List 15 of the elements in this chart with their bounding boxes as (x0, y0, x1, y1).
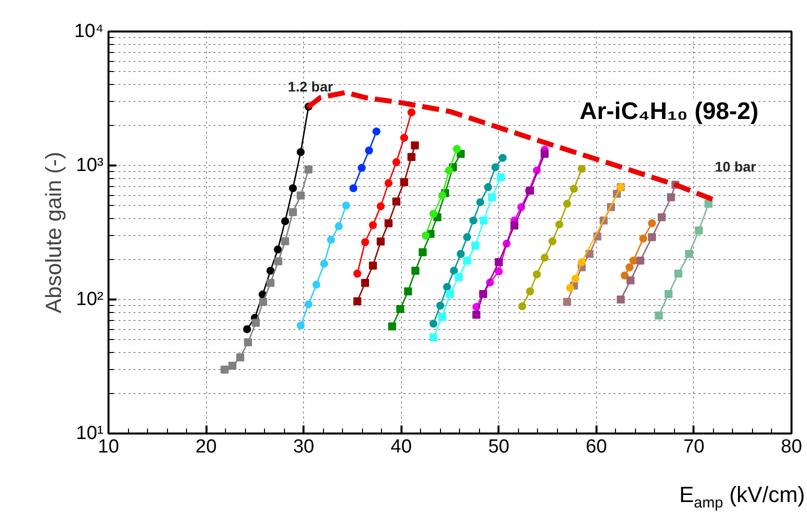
x-tick-label: 80 (780, 436, 802, 458)
x-tick-label: 60 (586, 436, 607, 458)
x-tick-label: 40 (390, 436, 412, 458)
y-tick-label: 10² (76, 289, 104, 310)
y-tick-label: 10⁴ (74, 21, 104, 42)
y-tick-label: 10³ (76, 155, 104, 176)
x-tick-label: 30 (293, 436, 314, 458)
x-tick-label: 70 (683, 436, 704, 458)
annotation: 10 bar (714, 158, 757, 174)
annotation: Ar-iC₄H₁₀ (98-2) (580, 98, 759, 125)
annotation: 1.2 bar (288, 78, 334, 94)
x-tick-label: 20 (196, 436, 217, 458)
y-axis-title: Absolute gain (-) (41, 152, 66, 314)
x-axis-title: E$_{amp}$ (kV/cm) (679, 481, 805, 514)
x-tick-label: 50 (488, 436, 510, 458)
